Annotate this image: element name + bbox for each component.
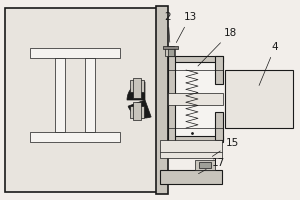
Bar	[168, 46, 174, 56]
Bar	[30, 48, 120, 58]
Bar	[160, 140, 222, 158]
Text: 13: 13	[176, 12, 196, 43]
Bar	[168, 56, 175, 142]
Bar	[195, 160, 215, 170]
Bar	[55, 58, 65, 132]
Bar	[133, 78, 141, 98]
Bar	[199, 162, 211, 168]
Text: 15: 15	[212, 138, 238, 156]
Bar	[215, 56, 223, 84]
Bar	[168, 56, 223, 62]
Bar	[133, 102, 141, 120]
Bar	[130, 80, 144, 92]
Bar	[30, 132, 120, 142]
Bar	[168, 136, 223, 142]
Bar	[163, 46, 178, 49]
Bar	[156, 6, 168, 194]
Wedge shape	[128, 100, 151, 118]
Bar	[5, 8, 160, 192]
Text: 18: 18	[198, 28, 237, 66]
Bar	[130, 106, 144, 118]
Text: 17: 17	[198, 158, 225, 174]
Wedge shape	[127, 82, 145, 100]
Bar	[160, 170, 222, 184]
Bar	[168, 93, 223, 105]
Bar	[165, 48, 175, 56]
Bar	[85, 58, 95, 132]
Bar	[215, 112, 223, 140]
Bar	[225, 70, 293, 128]
Text: 2: 2	[165, 12, 171, 42]
Bar	[175, 62, 223, 136]
Text: 4: 4	[259, 42, 278, 85]
